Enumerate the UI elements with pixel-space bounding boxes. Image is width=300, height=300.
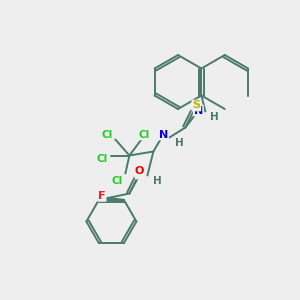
Text: F: F — [98, 191, 106, 201]
Text: H: H — [210, 112, 219, 122]
Text: Cl: Cl — [97, 154, 108, 164]
Text: Cl: Cl — [112, 176, 123, 187]
Text: Cl: Cl — [102, 130, 113, 140]
Text: N: N — [194, 106, 203, 116]
Text: H: H — [153, 176, 162, 187]
Text: S: S — [192, 100, 200, 110]
Text: Cl: Cl — [139, 130, 150, 140]
Text: N: N — [136, 169, 145, 178]
Text: H: H — [175, 137, 184, 148]
Text: O: O — [135, 167, 144, 176]
Text: N: N — [159, 130, 168, 140]
